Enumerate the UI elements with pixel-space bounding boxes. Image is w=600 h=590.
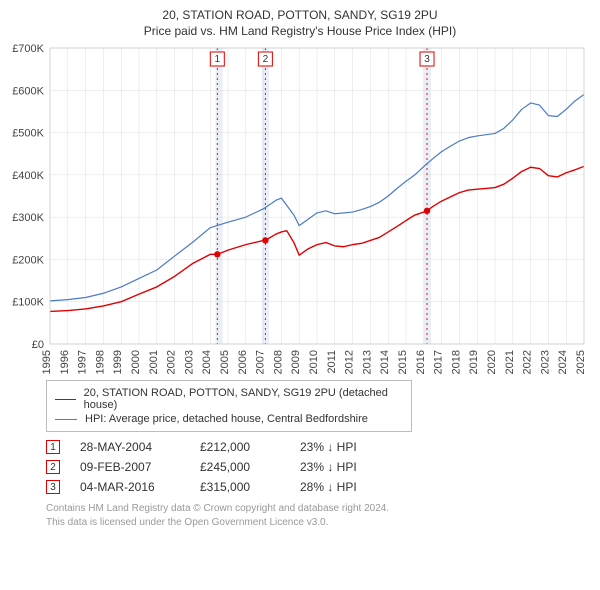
svg-text:£400K: £400K [12,170,44,182]
svg-text:2016: 2016 [415,350,427,374]
svg-text:£0: £0 [32,339,44,351]
svg-text:2022: 2022 [522,350,534,374]
event-row: 2 09-FEB-2007£245,00023% ↓ HPI [46,460,590,474]
svg-text:£300K: £300K [12,212,44,224]
event-number-box: 1 [46,440,60,454]
chart-area: £0 £100K £200K £300K £400K £500K £600K £700K 199… [10,44,590,374]
svg-text:2013: 2013 [361,350,373,374]
event-price: £212,000 [200,440,300,454]
event-date: 04-MAR-2016 [80,480,200,494]
svg-text:2014: 2014 [379,350,391,374]
legend: 20, STATION ROAD, POTTON, SANDY, SG19 2P… [46,380,412,432]
events-table: 1 28-MAY-2004£212,00023% ↓ HPI 2 09-FEB-200… [46,440,590,494]
price-chart: £0 £100K £200K £300K £400K £500K £600K £700K 199… [10,44,590,374]
svg-text:£600K: £600K [12,85,44,97]
svg-text:2015: 2015 [397,350,409,374]
svg-text:£700K: £700K [12,44,44,55]
legend-item: 20, STATION ROAD, POTTON, SANDY, SG19 2P… [55,387,403,411]
event-hpi-diff: 23% ↓ HPI [300,460,420,474]
svg-text:2008: 2008 [272,350,284,374]
svg-text:2006: 2006 [237,350,249,374]
event-number-box: 3 [46,480,60,494]
svg-text:2024: 2024 [557,350,569,374]
svg-text:2: 2 [263,54,269,65]
svg-text:2003: 2003 [183,350,195,374]
svg-text:2020: 2020 [486,350,498,374]
event-row: 1 28-MAY-2004£212,00023% ↓ HPI [46,440,590,454]
event-date: 28-MAY-2004 [80,440,200,454]
svg-text:2021: 2021 [504,350,516,374]
svg-text:2019: 2019 [468,350,480,374]
event-price: £245,000 [200,460,300,474]
svg-text:2011: 2011 [326,350,338,374]
svg-text:3: 3 [424,54,430,65]
event-number-box: 2 [46,460,60,474]
subtitle: Price paid vs. HM Land Registry's House … [10,24,590,38]
svg-text:£200K: £200K [12,254,44,266]
legend-label: HPI: Average price, detached house, Cent… [85,413,368,425]
event-date: 09-FEB-2007 [80,460,200,474]
legend-swatch [55,399,76,400]
event-price: £315,000 [200,480,300,494]
svg-text:2001: 2001 [148,350,160,374]
svg-text:2007: 2007 [255,350,267,374]
svg-text:2023: 2023 [539,350,551,374]
svg-text:1995: 1995 [41,350,53,374]
svg-text:2004: 2004 [201,350,213,374]
svg-text:2002: 2002 [166,350,178,374]
svg-text:1996: 1996 [59,350,71,374]
svg-text:1998: 1998 [94,350,106,374]
svg-text:£500K: £500K [12,128,44,140]
legend-swatch [55,419,77,420]
legend-item: HPI: Average price, detached house, Cent… [55,413,403,425]
svg-text:1: 1 [215,54,221,65]
svg-text:2010: 2010 [308,350,320,374]
footer-line-1: Contains HM Land Registry data © Crown c… [46,502,590,516]
event-hpi-diff: 23% ↓ HPI [300,440,420,454]
svg-text:2025: 2025 [575,350,587,374]
svg-text:2005: 2005 [219,350,231,374]
svg-text:2009: 2009 [290,350,302,374]
svg-text:1997: 1997 [77,350,89,374]
footer-attribution: Contains HM Land Registry data © Crown c… [46,502,590,529]
svg-text:2017: 2017 [433,350,445,374]
svg-text:2012: 2012 [344,350,356,374]
svg-text:1999: 1999 [112,350,124,374]
titles: 20, STATION ROAD, POTTON, SANDY, SG19 2P… [10,8,590,38]
svg-text:2018: 2018 [450,350,462,374]
svg-text:£100K: £100K [12,297,44,309]
legend-label: 20, STATION ROAD, POTTON, SANDY, SG19 2P… [84,387,403,411]
svg-text:2000: 2000 [130,350,142,374]
event-row: 3 04-MAR-2016£315,00028% ↓ HPI [46,480,590,494]
address-title: 20, STATION ROAD, POTTON, SANDY, SG19 2P… [10,8,590,22]
event-hpi-diff: 28% ↓ HPI [300,480,420,494]
footer-line-2: This data is licensed under the Open Gov… [46,516,590,530]
